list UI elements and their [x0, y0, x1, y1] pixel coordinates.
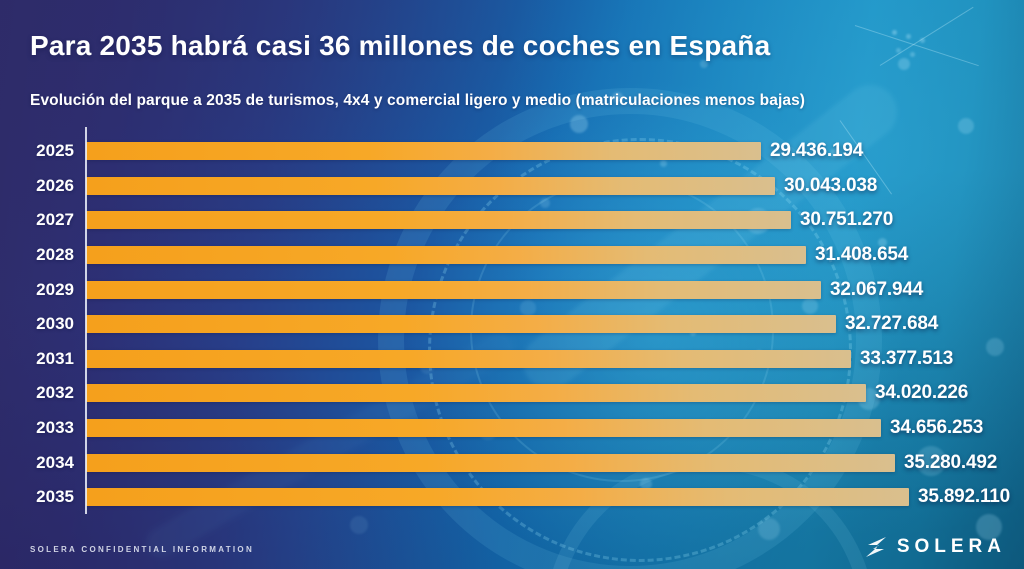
- value-label: 33.377.513: [860, 347, 954, 369]
- bar-2030: [86, 315, 836, 334]
- bokeh-dot: [758, 518, 780, 540]
- value-label: 32.067.944: [830, 278, 924, 300]
- year-label: 2027: [36, 210, 74, 230]
- chart-row: 2025 29.436.194: [0, 134, 1024, 169]
- chart-row: 2031 33.377.513: [0, 342, 1024, 377]
- year-label: 2025: [36, 141, 74, 161]
- bar-2034: [86, 453, 895, 472]
- bar-chart: 2025 29.436.194 2026 30.043.038 2027 30.751.2…: [0, 127, 1024, 515]
- chart-row: 2035 35.892.110: [0, 480, 1024, 515]
- chart-row: 2032 34.020.226: [0, 376, 1024, 411]
- year-label: 2026: [36, 175, 74, 195]
- bokeh-dot: [958, 118, 974, 134]
- chart-row: 2026 30.043.038: [0, 169, 1024, 204]
- year-label: 2031: [36, 348, 74, 368]
- solera-wordmark: SOLERA: [896, 536, 1006, 557]
- year-label: 2035: [36, 487, 74, 507]
- value-label: 34.656.253: [890, 417, 984, 439]
- value-label: 32.727.684: [845, 313, 939, 335]
- year-label: 2028: [36, 245, 74, 265]
- chart-row: 2034 35.280.492: [0, 445, 1024, 480]
- year-label: 2034: [36, 452, 74, 472]
- bar-2027: [86, 211, 791, 230]
- value-label: 30.751.270: [800, 209, 894, 231]
- bokeh-dot: [350, 516, 368, 534]
- value-label: 30.043.038: [784, 174, 878, 196]
- value-label: 29.436.194: [770, 140, 864, 162]
- value-label: 34.020.226: [875, 382, 969, 404]
- year-label: 2030: [36, 314, 74, 334]
- solera-bolt-icon: [865, 537, 886, 557]
- chart-subtitle: Evolución del parque a 2035 de turismos,…: [30, 92, 806, 109]
- chart-row: 2028 31.408.654: [0, 238, 1024, 273]
- bokeh-dot: [570, 115, 588, 133]
- bar-2029: [86, 280, 821, 299]
- bar-2033: [86, 419, 881, 438]
- bar-2025: [86, 142, 761, 161]
- bar-2028: [86, 246, 806, 265]
- value-label: 31.408.654: [815, 244, 909, 266]
- bar-2031: [86, 349, 851, 368]
- chart-row: 2030 32.727.684: [0, 307, 1024, 342]
- value-label: 35.280.492: [904, 451, 998, 473]
- solera-logo: SOLERA: [864, 536, 1006, 558]
- value-label: 35.892.110: [918, 486, 1011, 508]
- year-label: 2033: [36, 418, 74, 438]
- confidential-note: SOLERA CONFIDENTIAL INFORMATION: [30, 545, 255, 554]
- bar-2032: [86, 384, 866, 403]
- y-axis-line: [85, 127, 87, 514]
- year-label: 2029: [36, 279, 74, 299]
- chart-row: 2029 32.067.944: [0, 272, 1024, 307]
- bar-2026: [86, 176, 775, 195]
- chart-row: 2033 34.656.253: [0, 411, 1024, 446]
- chart-row: 2027 30.751.270: [0, 203, 1024, 238]
- bar-2035: [86, 488, 909, 507]
- page-title: Para 2035 habrá casi 36 millones de coch…: [30, 30, 771, 61]
- year-label: 2032: [36, 383, 74, 403]
